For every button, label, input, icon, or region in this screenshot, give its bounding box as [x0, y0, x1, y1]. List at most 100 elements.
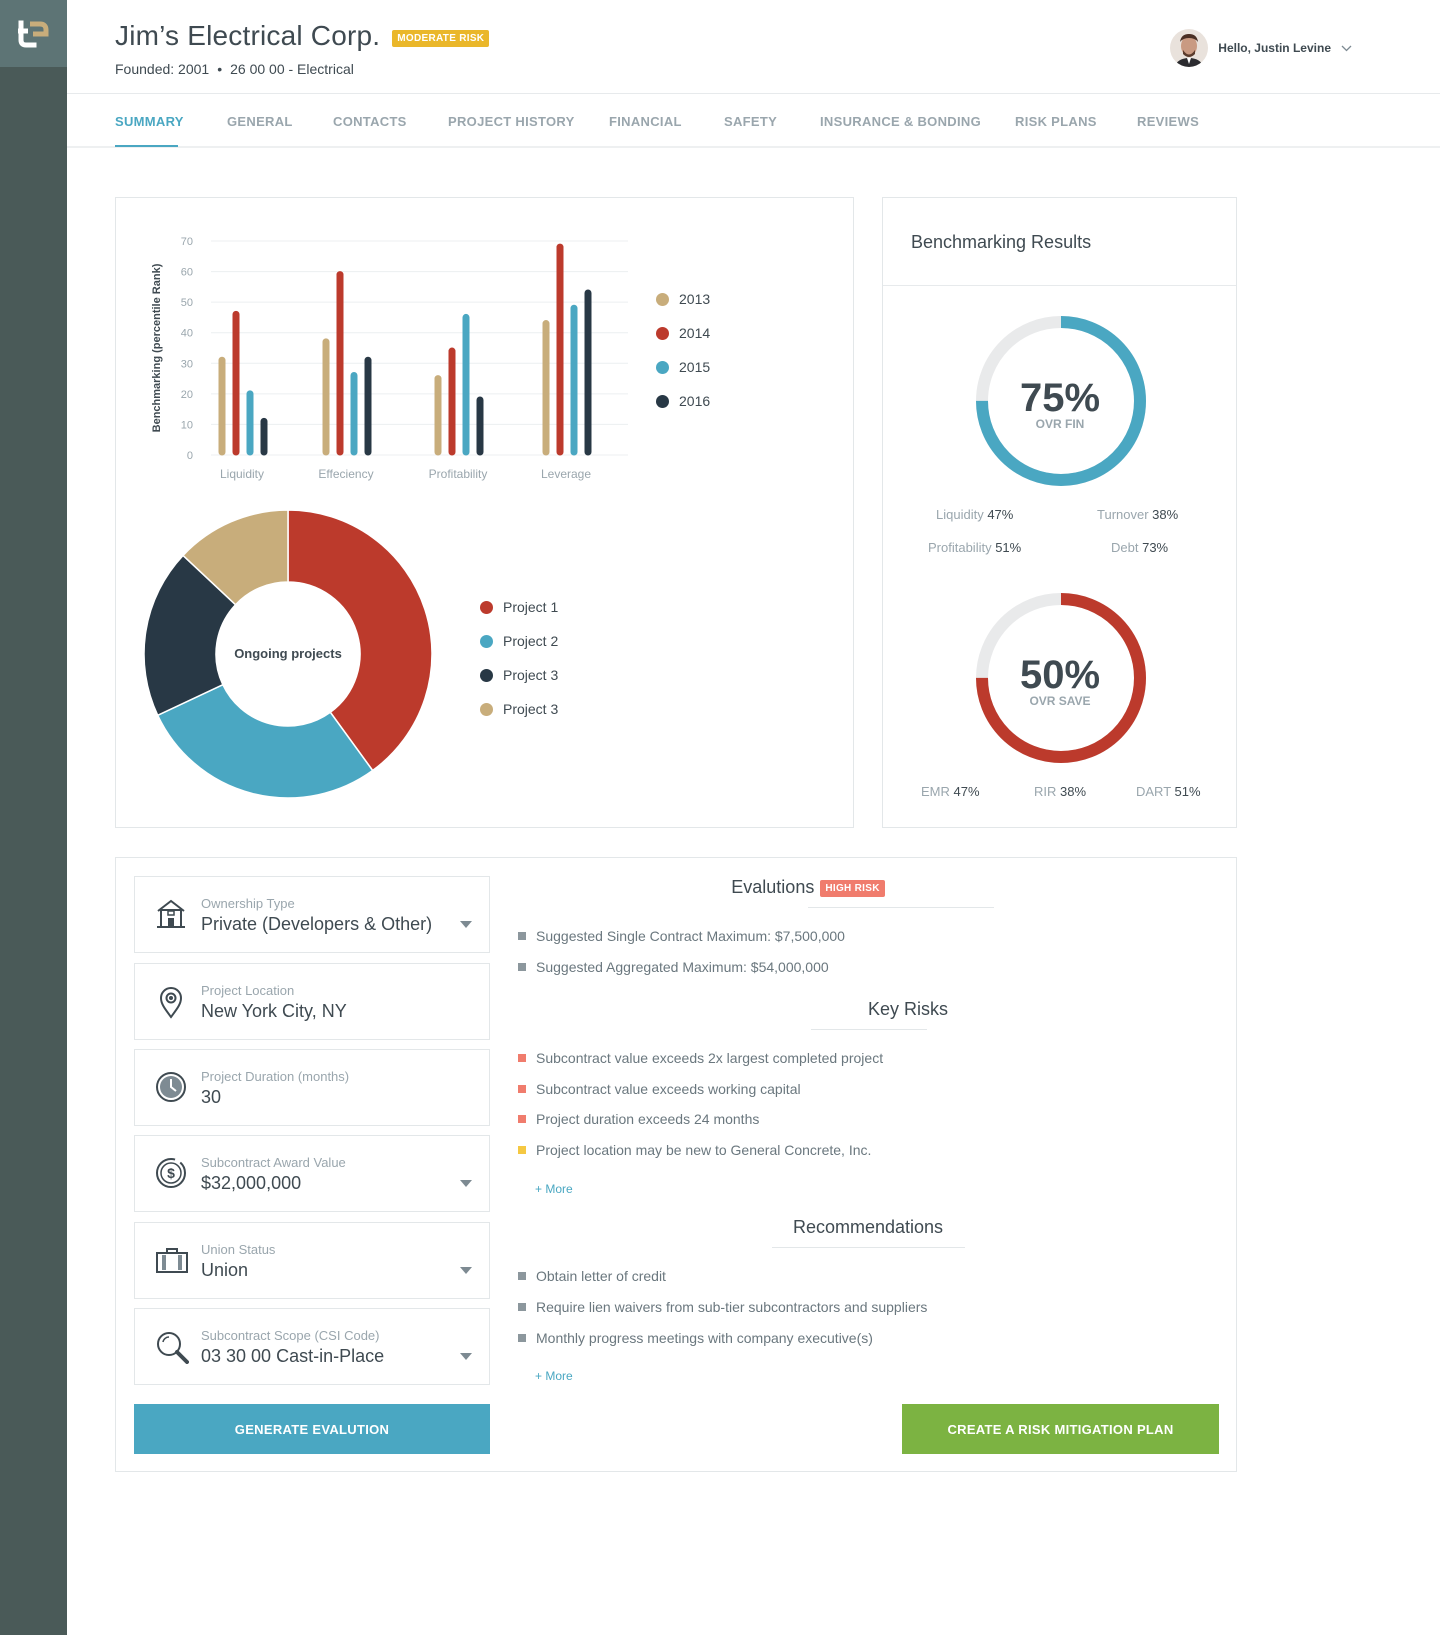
tab-project-history[interactable]: PROJECT HISTORY	[448, 114, 575, 129]
legend-label: Project 3	[503, 667, 559, 683]
legend-label: 2016	[679, 393, 711, 409]
x-tick-label: Effeciency	[318, 467, 373, 481]
header: Jim’s Electrical Corp. MODERATE RISK Fou…	[67, 0, 1440, 94]
user-menu[interactable]: Hello, Justin Levine	[1170, 29, 1352, 67]
tab-safety[interactable]: SAFETY	[724, 114, 778, 129]
recommendation-item: Obtain letter of credit	[518, 1268, 666, 1284]
y-tick-label: 30	[181, 358, 193, 370]
legend-label: Project 2	[503, 633, 559, 649]
company-title-row: Jim’s Electrical Corp. MODERATE RISK	[115, 20, 490, 52]
safety-gauge-value: 50%	[1020, 653, 1100, 697]
avatar	[1170, 29, 1209, 67]
stat-value: 38%	[1152, 507, 1179, 522]
stat-dart: DART 51%	[1136, 784, 1201, 799]
union-status-select[interactable]: Union Status Union	[134, 1222, 490, 1299]
key-risks-title: Key Risks	[867, 999, 948, 1019]
field-value: New York City, NY	[201, 1001, 347, 1021]
donut-chart-slices	[143, 509, 433, 799]
donut-chart-legend: Project 1 Project 2 Project 3 Project 3	[480, 590, 558, 726]
evaluation-card: Ownership Type Private (Developers & Oth…	[115, 857, 1237, 1472]
donut-slice-2	[156, 683, 374, 799]
donut-slice-4	[181, 509, 289, 606]
y-tick-label: 70	[181, 236, 193, 248]
stat-value: 47%	[987, 507, 1014, 522]
recommendation-item: Monthly progress meetings with company e…	[518, 1330, 873, 1346]
tab-general[interactable]: GENERAL	[227, 114, 293, 129]
generate-evaluation-button[interactable]: GENERATE EVALUTION	[134, 1404, 490, 1454]
stat-value: 73%	[1142, 540, 1169, 555]
recommendation-text: Require lien waivers from sub-tier subco…	[536, 1299, 928, 1315]
x-tick-label: Liquidity	[220, 467, 264, 481]
subcontract-award-value-select[interactable]: $ Subcontract Award Value $32,000,000	[134, 1135, 490, 1212]
recommendations-more-link[interactable]: + More	[535, 1369, 573, 1383]
benchmarking-title: Benchmarking Results	[911, 232, 1092, 252]
stat-debt: Debt 73%	[1111, 540, 1168, 555]
key-risk-item: Project location may be new to General C…	[518, 1142, 871, 1158]
legend-item-project-3: Project 3	[480, 658, 558, 692]
divider	[772, 1247, 965, 1248]
project-location-field[interactable]: Project Location New York City, NY	[134, 963, 490, 1040]
evaluation-text: Suggested Aggregated Maximum: $54,000,00…	[536, 959, 829, 975]
evaluation-text: Suggested Single Contract Maximum: $7,50…	[536, 928, 845, 944]
company-name: Jim’s Electrical Corp.	[115, 20, 381, 51]
chevron-down-icon	[1341, 45, 1352, 51]
legend-dot	[480, 668, 493, 682]
high-risk-badge: HIGH RISK	[820, 880, 885, 897]
legend-dot	[480, 600, 493, 614]
bullet-square	[518, 1054, 526, 1062]
legend-dot	[656, 326, 669, 340]
recommendation-text: Monthly progress meetings with company e…	[536, 1330, 873, 1346]
stat-value: 38%	[1060, 784, 1087, 799]
key-risk-item: Project duration exceeds 24 months	[518, 1111, 759, 1127]
divider	[883, 285, 1236, 286]
tab-risk-plans[interactable]: RISK PLANS	[1015, 114, 1097, 129]
tab-summary[interactable]: SUMMARY	[115, 114, 184, 129]
bullet-square	[518, 1085, 526, 1093]
divider	[808, 907, 994, 908]
project-duration-field[interactable]: Project Duration (months) 30	[134, 1049, 490, 1126]
recommendation-text: Obtain letter of credit	[536, 1268, 666, 1284]
legend-label: Project 1	[503, 599, 559, 615]
csi-code-text: 26 00 00 - Electrical	[230, 61, 354, 77]
stat-label: EMR	[921, 784, 950, 799]
stat-turnover: Turnover 38%	[1097, 507, 1178, 522]
legend-label: Project 3	[503, 701, 559, 717]
stat-label: Liquidity	[936, 507, 984, 522]
logo[interactable]	[0, 0, 67, 67]
key-risks-more-link[interactable]: + More	[535, 1182, 573, 1196]
separator-dot: •	[217, 61, 223, 77]
bar-chart-x-ticks: Liquidity Effeciency Profitability Leverage	[220, 467, 591, 481]
bar-chart-gridlines	[211, 240, 628, 456]
tab-reviews[interactable]: REVIEWS	[1137, 114, 1200, 129]
tab-contacts[interactable]: CONTACTS	[333, 114, 407, 129]
logo-icon	[17, 20, 48, 47]
legend-dot	[656, 360, 669, 374]
evaluation-item: Suggested Aggregated Maximum: $54,000,00…	[518, 959, 829, 975]
legend-item-2016: 2016	[656, 384, 710, 418]
safety-gauge: 50% OVR SAVE	[976, 593, 1146, 763]
tab-financial[interactable]: FINANCIAL	[609, 114, 682, 129]
stat-liquidity: Liquidity 47%	[936, 507, 1013, 522]
evaluations-title: Evalutions	[731, 877, 815, 897]
subcontract-scope-select[interactable]: Subcontract Scope (CSI Code) 03 30 00 Ca…	[134, 1308, 490, 1385]
donut-center-label: Ongoing projects	[234, 646, 342, 661]
ownership-type-select[interactable]: Ownership Type Private (Developers & Oth…	[134, 876, 490, 953]
legend-item-project-2: Project 2	[480, 624, 558, 658]
briefcase-icon	[156, 1248, 188, 1273]
y-tick-label: 40	[181, 328, 193, 340]
donut-chart: Ongoing projects	[143, 509, 433, 799]
donut-slice-3	[143, 554, 237, 717]
clock-icon	[156, 1072, 186, 1102]
legend-label: 2013	[679, 291, 711, 307]
field-label: Subcontract Award Value	[201, 1155, 346, 1170]
chevron-down-icon	[460, 1267, 472, 1274]
safety-gauge-label: OVR SAVE	[1029, 694, 1090, 708]
field-value: 30	[201, 1087, 222, 1107]
tab-insurance-bonding[interactable]: INSURANCE & BONDING	[820, 114, 981, 129]
field-value: $32,000,000	[201, 1173, 302, 1193]
x-tick-label: Leverage	[541, 467, 591, 481]
stat-label: DART	[1136, 784, 1171, 799]
fin-gauge-fill	[976, 316, 1146, 486]
create-risk-mitigation-plan-button[interactable]: CREATE A RISK MITIGATION PLAN	[902, 1404, 1219, 1454]
legend-dot	[480, 702, 493, 716]
